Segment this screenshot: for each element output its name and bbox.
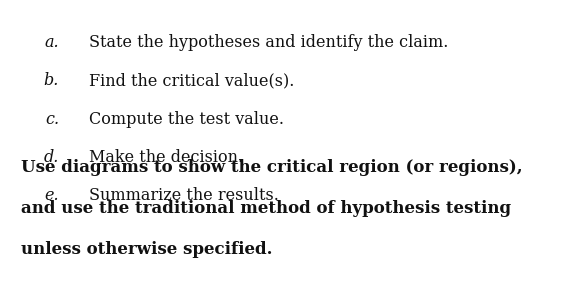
Text: Make the decision.: Make the decision.	[89, 149, 243, 166]
Text: State the hypotheses and identify the claim.: State the hypotheses and identify the cl…	[89, 34, 448, 51]
Text: d.: d.	[44, 149, 59, 166]
Text: c.: c.	[45, 111, 59, 128]
Text: e.: e.	[44, 187, 59, 204]
Text: a.: a.	[44, 34, 59, 51]
Text: Compute the test value.: Compute the test value.	[89, 111, 284, 128]
Text: Summarize the results.: Summarize the results.	[89, 187, 279, 204]
Text: Use diagrams to show the critical region (or regions),: Use diagrams to show the critical region…	[21, 159, 523, 176]
Text: unless otherwise specified.: unless otherwise specified.	[21, 241, 273, 258]
Text: and use the traditional method of hypothesis testing: and use the traditional method of hypoth…	[21, 200, 512, 217]
Text: Find the critical value(s).: Find the critical value(s).	[89, 72, 294, 89]
Text: b.: b.	[44, 72, 59, 89]
